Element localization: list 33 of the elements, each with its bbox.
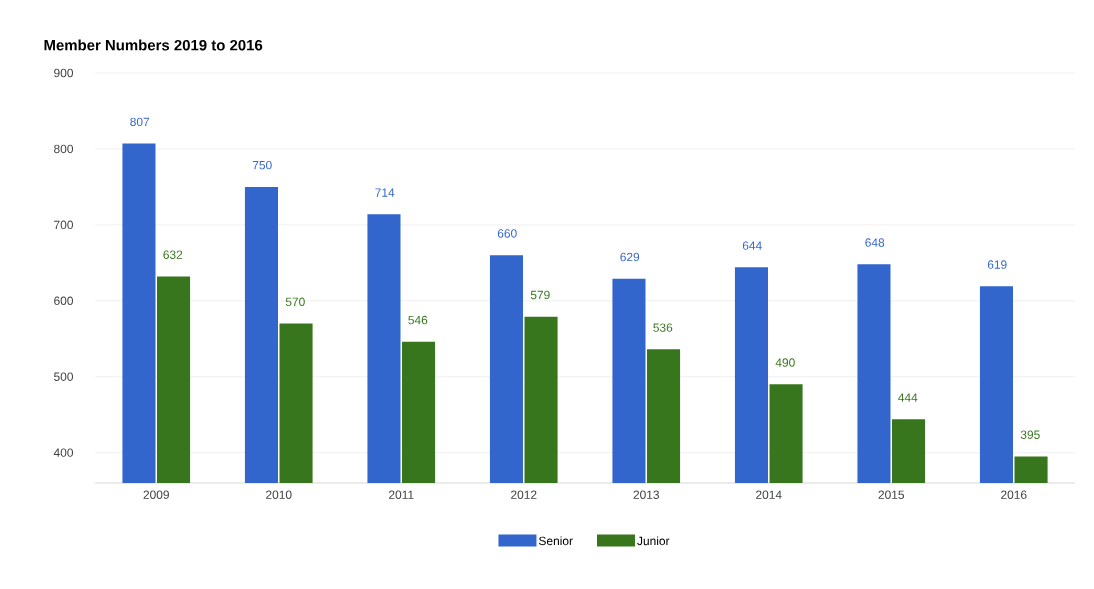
y-tick-label: 700 (54, 220, 74, 230)
data-label: 648 (865, 238, 885, 247)
y-tick-label: 800 (54, 144, 74, 154)
x-tick-label: 2012 (511, 490, 537, 499)
x-tick-label: 2010 (266, 490, 292, 499)
y-tick-label: 400 (53, 448, 74, 457)
data-label: 660 (497, 229, 517, 238)
data-label: 750 (252, 160, 272, 170)
data-label: 619 (987, 260, 1007, 269)
data-label: 629 (620, 252, 640, 262)
x-tick-label: 2014 (756, 490, 782, 499)
data-label: 536 (653, 323, 673, 332)
legend-label: Junior (637, 536, 670, 546)
data-label: 570 (285, 297, 305, 307)
x-tick-label: 2016 (1001, 490, 1027, 499)
x-tick-label: 2013 (633, 490, 660, 499)
legend-label: Senior (539, 536, 573, 546)
y-tick-label: 500 (54, 372, 74, 381)
data-label: 644 (742, 241, 762, 250)
data-label: 444 (898, 393, 918, 402)
data-label: 490 (775, 358, 795, 367)
y-tick-label: 900 (54, 68, 74, 78)
data-label: 632 (163, 250, 183, 259)
data-label: 579 (530, 290, 550, 300)
chart-title: Member Numbers 2019 to 2016 (44, 39, 263, 51)
data-label: 807 (130, 117, 150, 127)
x-tick-label: 2009 (143, 490, 169, 499)
x-tick-label: 2015 (878, 490, 905, 499)
data-label: 714 (375, 188, 395, 197)
y-tick-label: 600 (54, 296, 74, 305)
x-tick-label: 2011 (388, 490, 414, 499)
data-label: 395 (1020, 430, 1040, 439)
data-label: 546 (408, 315, 428, 325)
